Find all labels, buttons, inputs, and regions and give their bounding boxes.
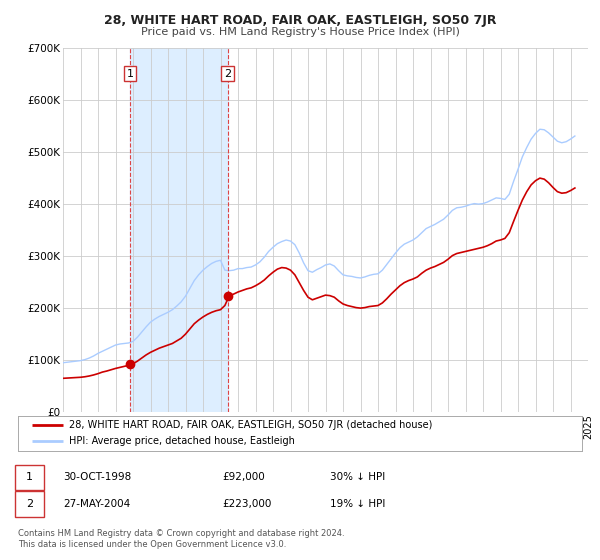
Text: 19% ↓ HPI: 19% ↓ HPI: [330, 499, 385, 509]
Text: 28, WHITE HART ROAD, FAIR OAK, EASTLEIGH, SO50 7JR (detached house): 28, WHITE HART ROAD, FAIR OAK, EASTLEIGH…: [69, 421, 432, 431]
Text: Price paid vs. HM Land Registry's House Price Index (HPI): Price paid vs. HM Land Registry's House …: [140, 27, 460, 37]
Text: HPI: Average price, detached house, Eastleigh: HPI: Average price, detached house, East…: [69, 436, 295, 446]
Text: 28, WHITE HART ROAD, FAIR OAK, EASTLEIGH, SO50 7JR: 28, WHITE HART ROAD, FAIR OAK, EASTLEIGH…: [104, 14, 496, 27]
Text: 30-OCT-1998: 30-OCT-1998: [63, 472, 131, 482]
Text: 2: 2: [26, 499, 33, 509]
Text: Contains HM Land Registry data © Crown copyright and database right 2024.
This d: Contains HM Land Registry data © Crown c…: [18, 529, 344, 549]
Text: 2: 2: [224, 68, 231, 78]
Text: £223,000: £223,000: [222, 499, 271, 509]
Text: 30% ↓ HPI: 30% ↓ HPI: [330, 472, 385, 482]
Text: £92,000: £92,000: [222, 472, 265, 482]
Text: 1: 1: [26, 472, 33, 482]
Text: 1: 1: [127, 68, 134, 78]
Bar: [130, 48, 227, 412]
Text: 27-MAY-2004: 27-MAY-2004: [63, 499, 130, 509]
